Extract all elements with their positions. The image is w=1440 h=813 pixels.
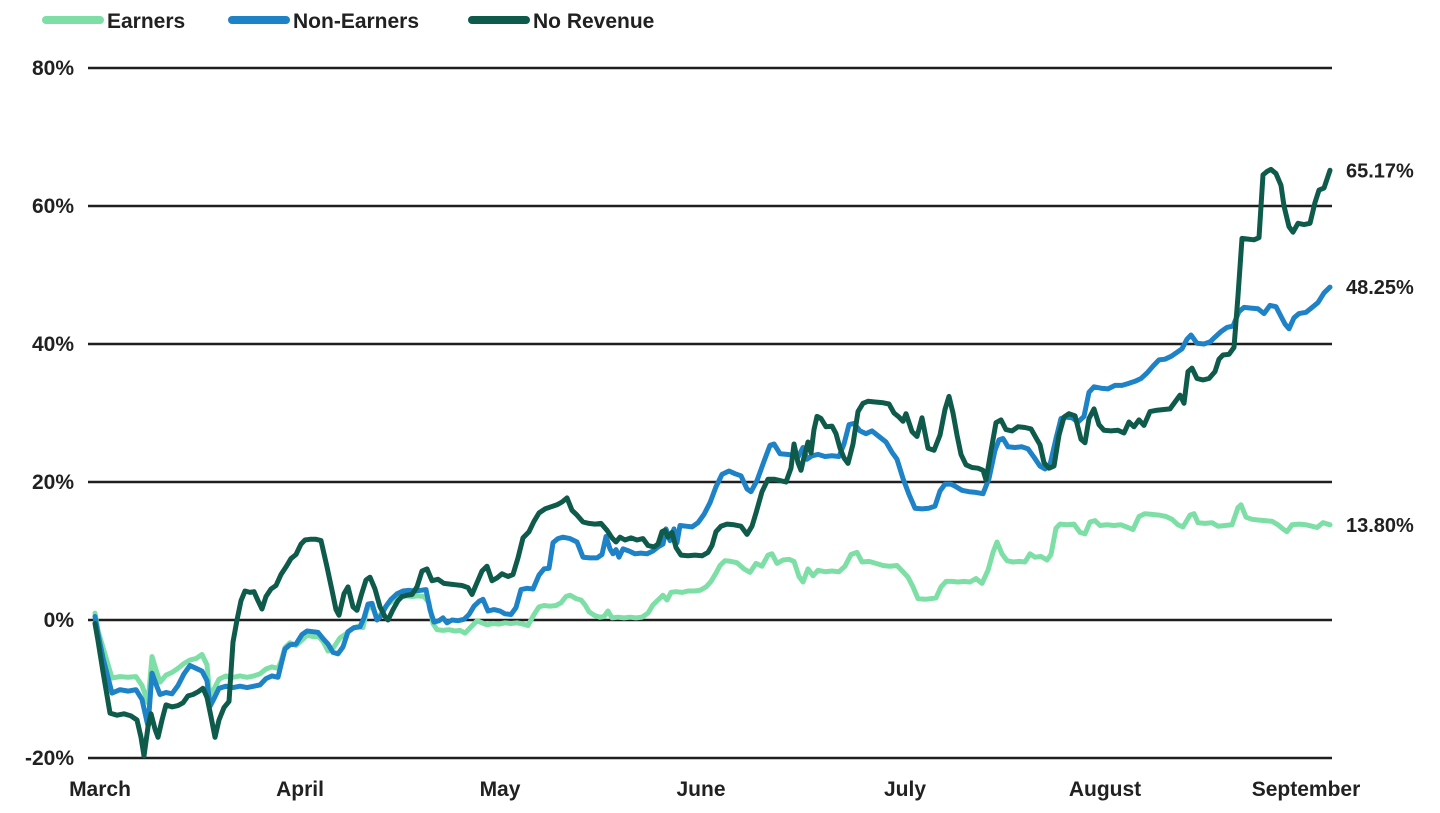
legend-item-non-earners: Non-Earners (228, 10, 419, 33)
end-label-earners: 13.80% (1346, 515, 1414, 537)
series-line-earners (92, 502, 1333, 706)
legend-item-no-revenue: No Revenue (468, 10, 654, 33)
legend-label-earners: Earners (107, 10, 185, 33)
y-tick-label: 20% (32, 471, 74, 494)
y-axis-labels: 80% 60% 40% 20% 0% -20% (25, 57, 74, 770)
x-tick-label-september: September (1252, 778, 1361, 801)
end-label-no-revenue: 65.17% (1346, 160, 1414, 182)
y-tick-label: 40% (32, 333, 74, 356)
y-tick-label: 80% (32, 57, 74, 80)
legend-item-earners: Earners (42, 10, 185, 33)
end-label-non-earners: 48.25% (1346, 277, 1414, 299)
x-axis-labels: March April May June July August September (69, 778, 1360, 801)
x-tick-label-june: June (676, 778, 725, 801)
series-lines (92, 166, 1333, 759)
y-tick-label: -20% (25, 747, 74, 770)
y-tick-label: 0% (44, 609, 75, 632)
x-tick-label-july: July (884, 778, 926, 801)
legend-label-no-revenue: No Revenue (533, 10, 654, 33)
series-end-labels: 13.80% 48.25% 65.17% (1346, 160, 1414, 536)
series-line-no-revenue (92, 166, 1333, 759)
gridlines (88, 66, 1332, 760)
y-tick-label: 60% (32, 195, 74, 218)
legend-label-non-earners: Non-Earners (293, 10, 419, 33)
x-tick-label-may: May (480, 778, 521, 801)
x-tick-label-august: August (1069, 778, 1141, 801)
legend: Earners Non-Earners No Revenue (42, 10, 654, 33)
x-tick-label-april: April (276, 778, 324, 801)
series-line-non-earners (92, 284, 1333, 729)
x-tick-label-march: March (69, 778, 131, 801)
